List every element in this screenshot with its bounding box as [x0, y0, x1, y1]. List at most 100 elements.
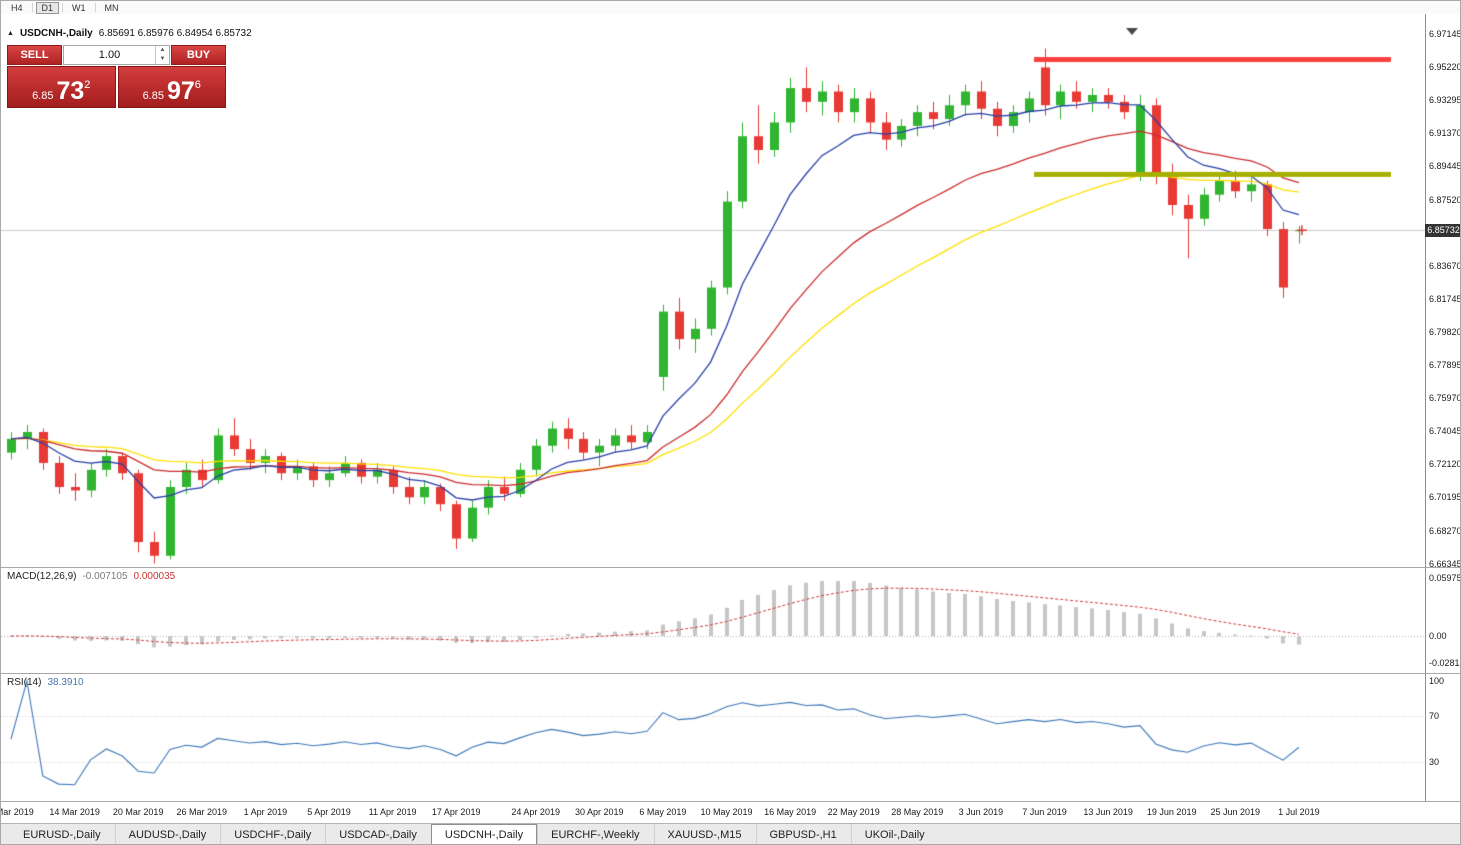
buy-button[interactable]: BUY	[171, 45, 226, 65]
ask-price-big: 97	[166, 77, 195, 105]
tab-ukoil-daily[interactable]: UKOil-,Daily	[850, 824, 939, 844]
date-label: 20 Mar 2019	[112, 807, 164, 817]
timeframe-button-mn[interactable]: MN	[104, 2, 119, 13]
date-label: 30 Apr 2019	[575, 807, 624, 817]
macd-axis: 0.059758 0.00 -0.02816	[1425, 568, 1461, 673]
chart-symbol-period: USDCNH-,Daily	[19, 28, 93, 39]
price-axis-label: 6.97145	[1429, 29, 1461, 39]
tab-usdcad-daily[interactable]: USDCAD-,Daily	[325, 824, 431, 844]
price-axis-label: 6.70195	[1429, 492, 1461, 503]
date-label: 19 Jun 2019	[1146, 807, 1197, 817]
price-axis-label: 6.83670	[1429, 260, 1461, 271]
tab-usdchf-daily[interactable]: USDCHF-,Daily	[220, 824, 325, 844]
price-axis-label: 6.89445	[1429, 161, 1461, 172]
price-axis-label: 6.74045	[1429, 426, 1461, 437]
volume-value[interactable]: 1.00	[98, 49, 121, 61]
volume-up-button[interactable]: ▲	[159, 47, 166, 53]
timeframe-button-d1[interactable]: D1	[35, 1, 60, 14]
macd-panel: MACD(12,26,9) -0.007105 0.000035 0.05975…	[1, 567, 1461, 673]
toolbar-separator	[94, 3, 96, 12]
volume-spinner: ▲ ▼	[155, 46, 169, 64]
rsi-name: RSI(14)	[7, 677, 42, 688]
price-axis-label: 6.81745	[1429, 293, 1461, 304]
tab-usdcnh-daily[interactable]: USDCNH-,Daily	[430, 824, 538, 844]
ask-price-small: 6.85	[142, 90, 164, 102]
toolbar-separator	[31, 3, 33, 12]
date-label: 6 May 2019	[639, 807, 687, 817]
date-label: 1 Apr 2019	[243, 807, 288, 817]
date-label: 13 Jun 2019	[1083, 807, 1133, 817]
volume-field[interactable]: 1.00 ▲ ▼	[63, 45, 170, 65]
price-axis-label: 6.66345	[1429, 558, 1461, 569]
price-axis-label: 6.75970	[1429, 393, 1461, 404]
macd-name: MACD(12,26,9)	[7, 571, 77, 582]
ask-price-pipette: 6	[194, 79, 201, 91]
rsi-axis-label: 100	[1429, 676, 1445, 686]
date-label: 16 May 2019	[764, 807, 817, 817]
date-label: 17 Apr 2019	[431, 807, 481, 817]
volume-down-button[interactable]: ▼	[159, 56, 166, 62]
tab-gbpusd-h1[interactable]: GBPUSD-,H1	[755, 824, 851, 844]
rsi-axis: 100 70 30	[1425, 674, 1460, 801]
date-label: 28 May 2019	[891, 807, 944, 817]
bid-price-big: 73	[56, 77, 85, 105]
bid-price-small: 6.85	[32, 90, 54, 102]
tab-audusd-daily[interactable]: AUDUSD-,Daily	[114, 824, 221, 844]
macd-canvas[interactable]	[1, 568, 1425, 673]
timeframe-button-w1[interactable]: W1	[72, 2, 86, 13]
price-axis-label: 6.79820	[1429, 326, 1461, 337]
rsi-axis-label: 30	[1429, 757, 1440, 768]
rsi-canvas[interactable]	[1, 674, 1425, 801]
date-label: 3 Jun 2019	[958, 807, 1004, 817]
date-label: 14 Mar 2019	[49, 807, 100, 817]
date-label: 25 Jun 2019	[1210, 807, 1261, 817]
price-axis-label: 6.77895	[1429, 360, 1461, 370]
macd-axis-label: -0.02816	[1429, 658, 1461, 669]
current-price-tag: 6.85732	[1425, 223, 1460, 237]
tab-eurusd-daily[interactable]: EURUSD-,Daily	[23, 829, 101, 841]
macd-main-value: -0.007105	[82, 571, 128, 582]
date-label: 26 Mar 2019	[176, 807, 228, 817]
sell-button[interactable]: SELL	[7, 45, 62, 65]
toolbar-separator	[62, 3, 64, 12]
date-label: 7 Jun 2019	[1022, 807, 1067, 817]
macd-label: MACD(12,26,9) -0.007105 0.000035	[7, 571, 175, 582]
macd-signal-value: 0.000035	[133, 571, 176, 582]
rsi-axis-label: 70	[1429, 710, 1440, 721]
rsi-value: 38.3910	[47, 677, 84, 688]
symbol-tab-bar: EURUSD-,Daily AUDUSD-,Daily USDCHF-,Daily U…	[1, 823, 1460, 844]
date-label: 24 Apr 2019	[511, 807, 560, 817]
price-axis-label: 6.91370	[1429, 128, 1461, 139]
date-label: 10 May 2019	[700, 807, 753, 817]
main-chart-canvas[interactable]	[1, 14, 1425, 567]
price-axis: 6.97145 6.95220 6.93295 6.91370 6.89445 6.875…	[1425, 14, 1461, 569]
chart-title: ▲ USDCNH-,Daily 6.85691 6.85976 6.84954 …	[7, 28, 252, 39]
date-label: 11 Apr 2019	[368, 807, 417, 817]
rsi-label: RSI(14) 38.3910	[7, 677, 84, 688]
main-chart-panel: 6.97145 6.95220 6.93295 6.91370 6.89445 6.875…	[1, 14, 1461, 569]
price-axis-label: 6.87520	[1429, 194, 1461, 205]
price-axis-label: 6.93295	[1429, 95, 1461, 106]
macd-axis-label: 0.00	[1429, 631, 1447, 641]
chart-active-marker-icon: ▲	[7, 30, 14, 37]
rsi-panel: RSI(14) 38.3910 100 70 30	[1, 673, 1460, 801]
date-label: 8 Mar 2019	[1, 807, 34, 817]
date-axis: 8 Mar 2019 14 Mar 2019 20 Mar 2019 26 Mar 2…	[1, 801, 1460, 823]
timeframe-button-h4[interactable]: H4	[11, 2, 23, 13]
timeframe-toolbar: H4 D1 W1 MN	[1, 1, 1460, 15]
price-axis-label: 6.95220	[1429, 62, 1461, 73]
one-click-trading-panel: SELL 1.00 ▲ ▼ BUY 6.85 73 2 6.85 97 6	[7, 45, 226, 108]
price-axis-label: 6.68270	[1429, 525, 1461, 536]
tab-xauusd-m15[interactable]: XAUUSD-,M15	[653, 824, 756, 844]
macd-axis-label: 0.059758	[1429, 573, 1460, 584]
date-label: 5 Apr 2019	[307, 807, 351, 817]
ask-quote-button[interactable]: 6.85 97 6	[117, 66, 226, 108]
tab-eurchf-weekly[interactable]: EURCHF-,Weekly	[537, 824, 653, 844]
date-label: 22 May 2019	[827, 807, 880, 817]
bid-quote-button[interactable]: 6.85 73 2	[7, 66, 116, 108]
chart-ohlc-readout: 6.85691 6.85976 6.84954 6.85732	[98, 28, 252, 39]
date-label: 1 Jul 2019	[1278, 807, 1320, 817]
bid-price-pipette: 2	[84, 79, 91, 91]
price-axis-label: 6.72120	[1429, 459, 1461, 470]
